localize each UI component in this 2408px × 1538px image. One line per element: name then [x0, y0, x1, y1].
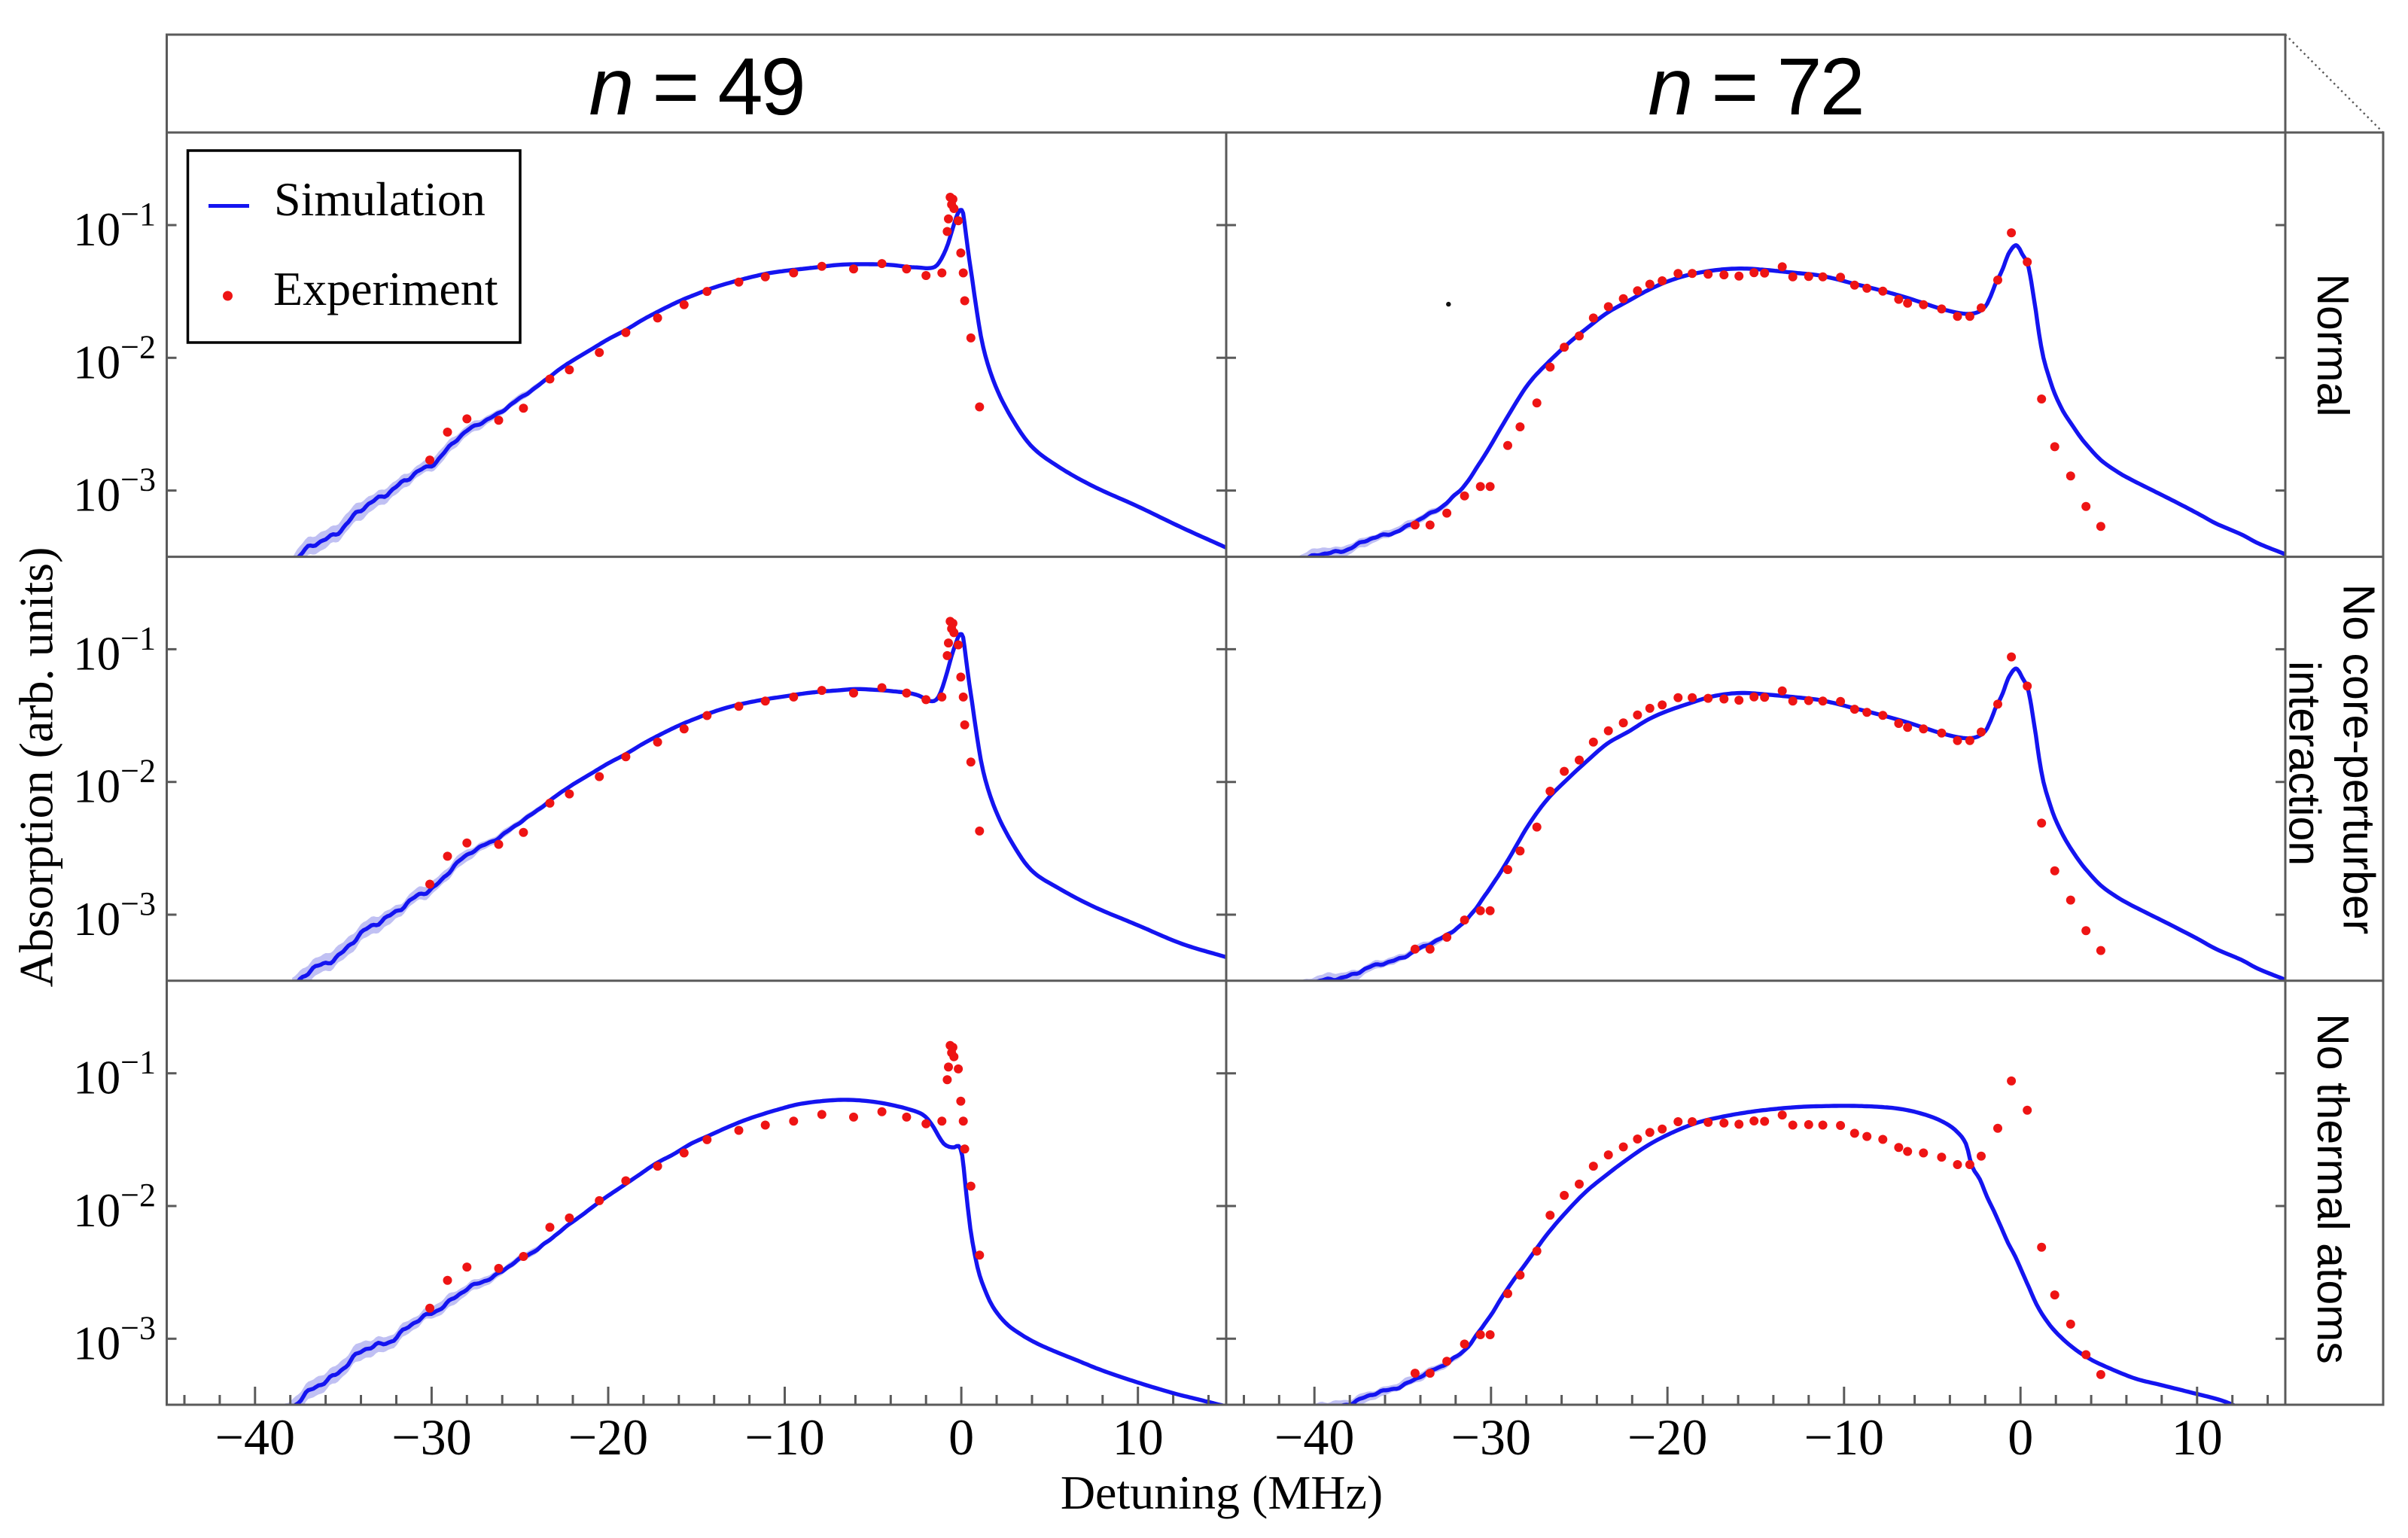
svg-text:−30: −30	[1451, 1409, 1531, 1466]
svg-text:Normal: Normal	[2308, 273, 2358, 416]
svg-text:Simulation: Simulation	[274, 172, 486, 226]
svg-text:No core-perturber: No core-perturber	[2334, 584, 2384, 935]
svg-text:10−3: 10−3	[73, 1309, 156, 1369]
svg-text:interaction: interaction	[2280, 661, 2330, 866]
svg-text:−10: −10	[744, 1409, 824, 1466]
svg-text:−20: −20	[1627, 1409, 1707, 1466]
svg-text:−40: −40	[1274, 1409, 1354, 1466]
svg-text:n = 49: n = 49	[589, 41, 803, 132]
svg-text:0: 0	[948, 1409, 974, 1466]
svg-text:No thermal atoms: No thermal atoms	[2308, 1013, 2358, 1364]
svg-text:0: 0	[2008, 1409, 2033, 1466]
svg-text:n = 72: n = 72	[1648, 41, 1862, 132]
svg-text:10: 10	[2172, 1409, 2223, 1466]
svg-text:10−2: 10−2	[73, 753, 156, 813]
svg-text:−10: −10	[1804, 1409, 1884, 1466]
svg-text:−30: −30	[391, 1409, 471, 1466]
svg-text:−40: −40	[215, 1409, 295, 1466]
svg-text:10: 10	[1113, 1409, 1164, 1466]
svg-text:Detuning (MHz): Detuning (MHz)	[1061, 1466, 1383, 1519]
svg-text:−20: −20	[568, 1409, 648, 1466]
svg-text:Absorption (arb. units): Absorption (arb. units)	[10, 547, 63, 988]
svg-text:10−2: 10−2	[73, 328, 156, 388]
svg-text:Experiment: Experiment	[273, 262, 498, 315]
svg-text:10−1: 10−1	[73, 196, 156, 256]
